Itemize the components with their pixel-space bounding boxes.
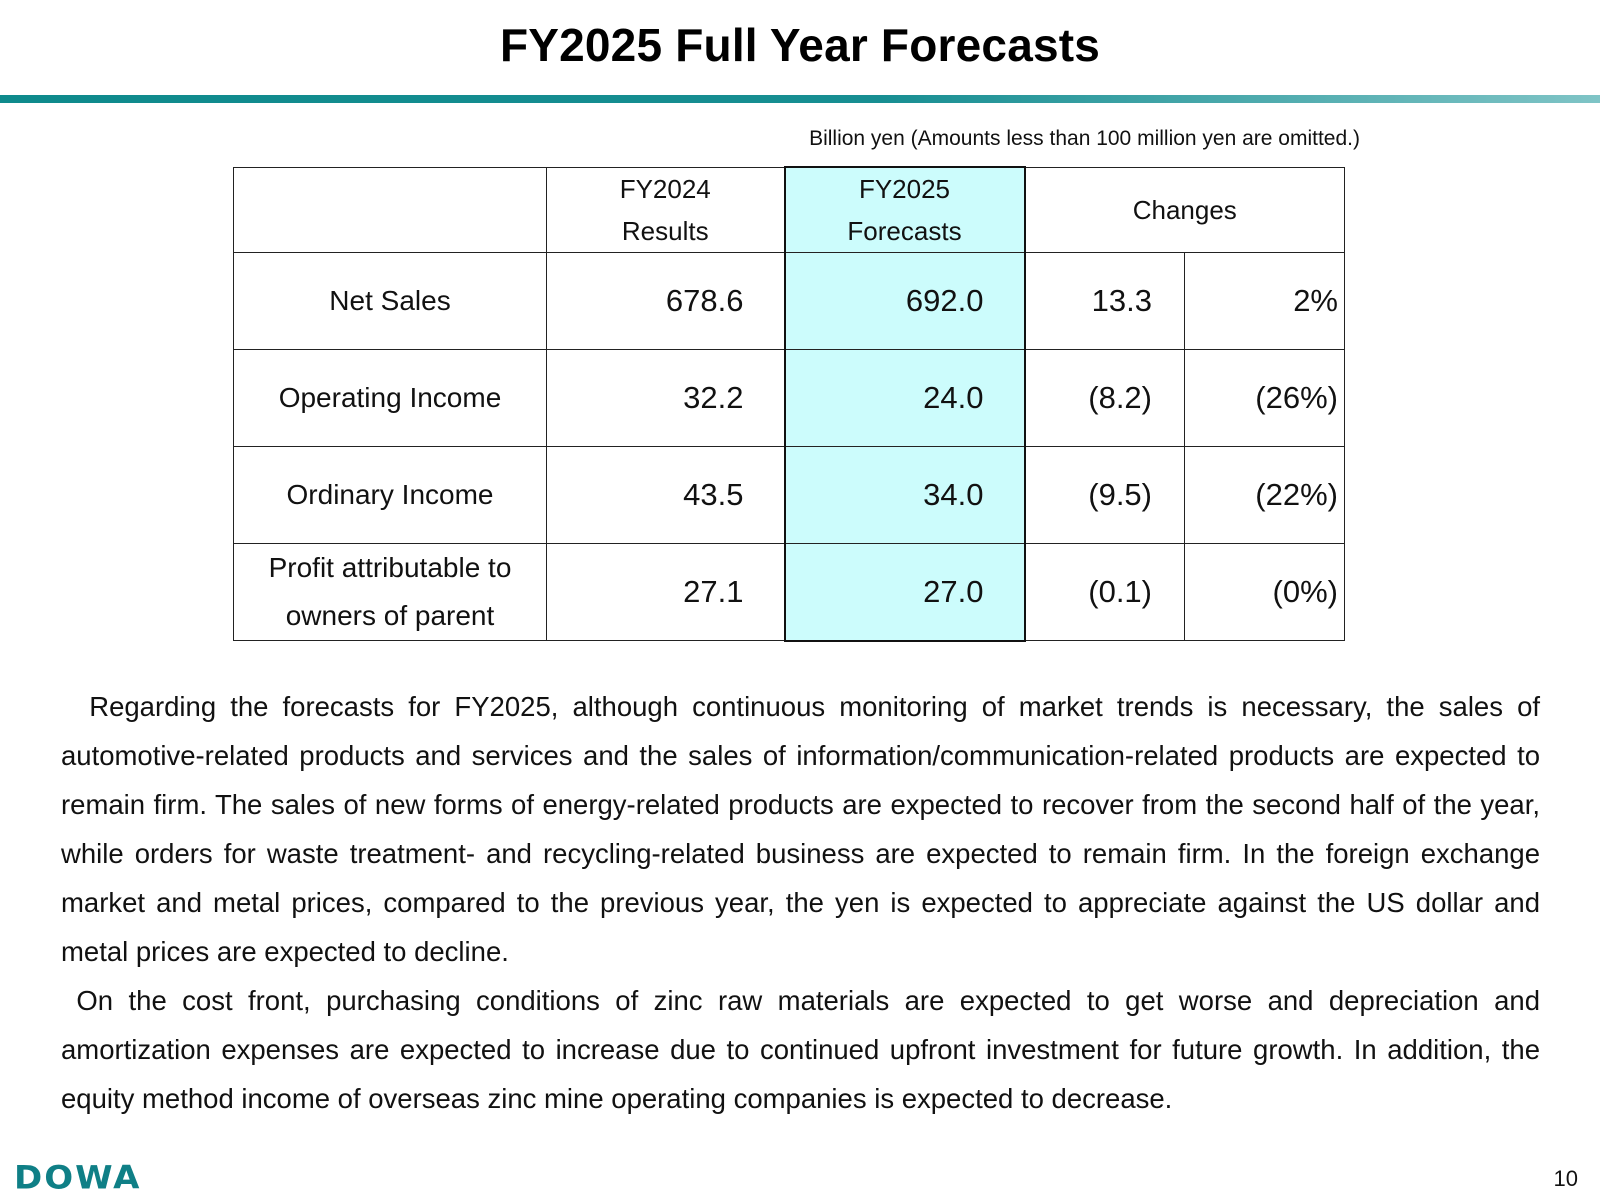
fy2024-value: 43.5 [546, 446, 785, 544]
header-fy2024-kind: Results [621, 215, 709, 246]
table-row: Profit attributable to owners of parent … [233, 543, 1345, 642]
header-fy2024-year: FY2024 [619, 173, 711, 204]
change-percent: (22%) [1184, 446, 1345, 544]
page-title: FY2025 Full Year Forecasts [499, 19, 1101, 71]
header-fy2025-year: FY2025 [858, 174, 951, 204]
fy2024-value: 27.1 [546, 543, 785, 641]
commentary-paragraph-2: On the cost front, purchasing conditions… [61, 985, 1548, 1114]
fy2024-value: 678.6 [546, 252, 785, 350]
unit-note: Billion yen (Amounts less than 100 milli… [809, 127, 1360, 150]
fy2025-value: 34.0 [783, 446, 1026, 544]
change-value: 13.3 [1024, 252, 1185, 350]
header-fy2024: FY2024 Results [546, 166, 785, 253]
row-label: Ordinary Income [233, 446, 547, 544]
change-value: (0.1) [1024, 543, 1185, 641]
row-label-text: Net Sales [329, 285, 451, 316]
header-changes: Changes [1024, 166, 1345, 253]
table-row: Operating Income 32.2 24.0 (8.2) (26%) [233, 349, 1345, 447]
change-percent: (26%) [1184, 349, 1345, 447]
header-blank-cell [233, 166, 547, 253]
change-value: (9.5) [1024, 446, 1185, 544]
dowa-logo: DOWA [14, 1159, 142, 1197]
table-row: Ordinary Income 43.5 34.0 (9.5) (22%) [233, 446, 1345, 544]
change-percent: (0%) [1184, 543, 1345, 641]
row-label-text: Profit attributable to [268, 552, 512, 583]
page-number: 10 [1553, 1166, 1578, 1191]
header-fy2025: FY2025 Forecasts [783, 166, 1026, 253]
row-label-text: Operating Income [278, 382, 502, 413]
row-label: Profit attributable to owners of parent [233, 543, 547, 641]
header-fy2025-kind: Forecasts [847, 216, 962, 246]
fy2025-value: 27.0 [783, 543, 1026, 642]
table-row: Net Sales 678.6 692.0 13.3 2% [233, 252, 1345, 350]
fy2025-value: 692.0 [783, 252, 1026, 350]
change-value: (8.2) [1024, 349, 1185, 447]
row-label: Operating Income [233, 349, 547, 447]
row-label: Net Sales [233, 252, 547, 350]
commentary-text: Regarding the forecasts for FY2025, alth… [61, 682, 1540, 1123]
commentary-paragraph-1: Regarding the forecasts for FY2025, alth… [61, 691, 1548, 967]
change-percent: 2% [1184, 252, 1345, 350]
title-divider [0, 95, 1600, 103]
fy2024-value: 32.2 [546, 349, 785, 447]
forecast-table: FY2024 Results FY2025 Forecasts Changes … [233, 166, 1345, 642]
table-header-row: FY2024 Results FY2025 Forecasts Changes [233, 166, 1345, 253]
row-label-text-line2: owners of parent [285, 600, 495, 631]
fy2025-value: 24.0 [783, 349, 1026, 447]
row-label-text: Ordinary Income [286, 479, 494, 510]
